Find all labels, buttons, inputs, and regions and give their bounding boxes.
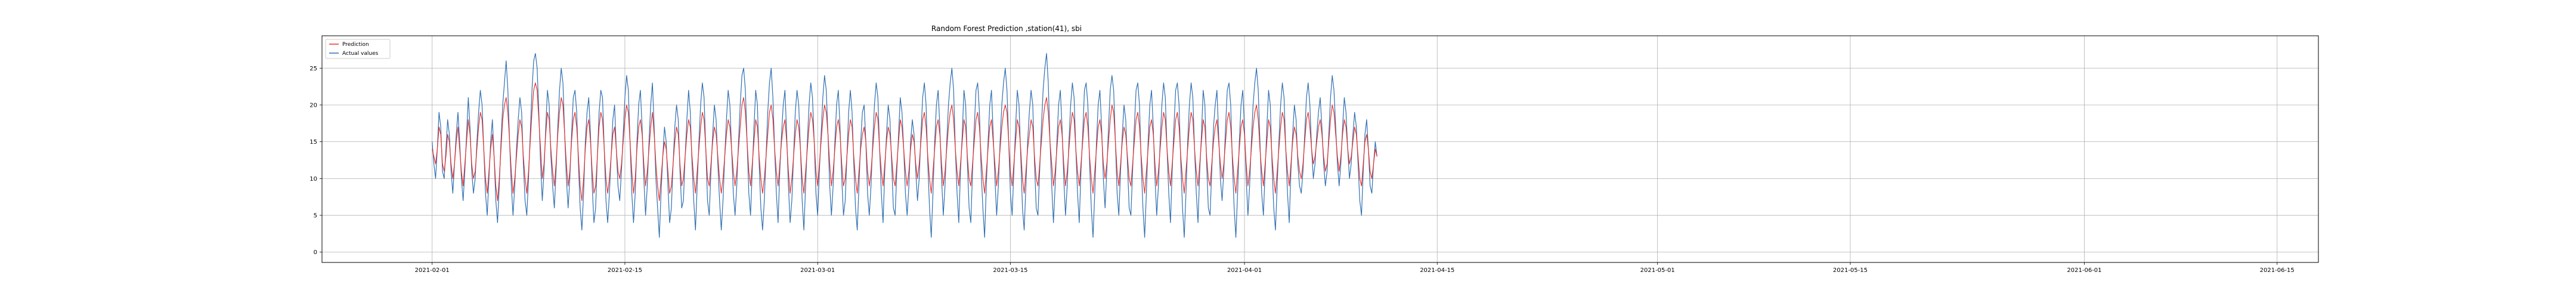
x-tick-label: 2021-04-01 [1227,267,1262,274]
tick-layer: 2021-02-01 2021-02-15 2021-03-01 2021-03-15… [309,66,2295,274]
x-tick-label: 2021-05-15 [1833,267,1868,274]
legend-label-prediction: Prediction [342,42,369,48]
legend: Prediction Actual values [325,39,391,59]
x-tick-label: 2021-05-01 [1640,267,1675,274]
y-tick-label: 25 [309,66,317,72]
y-tick-label: 5 [314,213,317,219]
x-tick-label: 2021-03-15 [993,267,1027,274]
y-tick-label: 10 [309,176,317,183]
legend-box [325,39,391,59]
prediction-series-line [432,82,1377,201]
legend-label-actual: Actual values [342,51,379,57]
x-tick-label: 2021-03-01 [800,267,835,274]
y-tick-label: 15 [309,139,317,146]
plot-area-frame [321,35,2319,263]
chart-title: Random Forest Prediction ,station(41), s… [931,24,1082,33]
x-tick-label: 2021-04-15 [1420,267,1454,274]
x-tick-label: 2021-02-01 [415,267,450,274]
y-tick-label: 20 [309,102,317,109]
x-tick-label: 2021-06-01 [2067,267,2101,274]
series-layer [432,53,1377,238]
x-tick-label: 2021-06-15 [2260,267,2295,274]
x-tick-label: 2021-02-15 [608,267,642,274]
grid-layer [322,36,2318,262]
y-tick-label: 0 [314,249,317,256]
